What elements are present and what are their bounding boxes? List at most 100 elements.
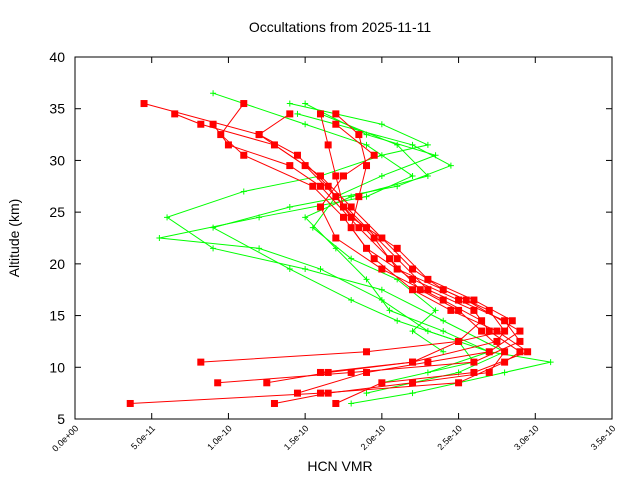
data-point <box>447 306 455 314</box>
data-point <box>501 348 509 356</box>
data-point <box>156 235 163 241</box>
data-point <box>270 141 278 149</box>
series-6 <box>332 110 532 407</box>
series-8 <box>156 90 554 407</box>
data-point <box>432 307 439 314</box>
data-point <box>370 255 378 263</box>
series-12 <box>302 100 447 355</box>
data-point <box>224 141 232 149</box>
series-line <box>211 113 475 384</box>
data-point <box>409 390 416 397</box>
data-point <box>316 203 324 211</box>
data-point <box>455 296 463 304</box>
data-point <box>293 389 301 397</box>
data-point <box>355 193 363 201</box>
data-point <box>409 358 417 366</box>
data-point <box>317 266 324 273</box>
data-point <box>240 100 248 108</box>
y-tick-label: 40 <box>49 49 65 65</box>
data-point <box>485 348 493 356</box>
y-axis-label: Altitude (km) <box>6 199 22 278</box>
series-9 <box>164 100 508 397</box>
x-tick-label: 1.0e-10 <box>205 423 234 452</box>
data-point <box>363 141 370 148</box>
data-point <box>440 328 447 335</box>
data-point <box>316 110 324 118</box>
data-point <box>393 265 401 273</box>
series-line <box>174 113 506 363</box>
data-point <box>493 327 501 335</box>
data-point <box>501 369 508 376</box>
data-point <box>409 379 417 387</box>
data-point <box>370 234 378 242</box>
data-point <box>210 245 217 252</box>
data-point <box>455 306 463 314</box>
data-point <box>363 348 371 356</box>
data-point <box>340 213 347 221</box>
data-point <box>363 368 371 376</box>
data-point <box>348 255 355 262</box>
data-point <box>332 399 340 407</box>
series-group <box>126 90 554 407</box>
data-point <box>485 306 493 314</box>
data-point <box>355 224 363 232</box>
x-tick-label: 5.0e-11 <box>129 423 157 451</box>
data-point <box>324 389 332 397</box>
data-point <box>309 224 316 231</box>
data-point <box>214 379 222 387</box>
data-point <box>347 203 355 211</box>
data-point <box>470 358 478 366</box>
data-point <box>432 152 439 159</box>
data-point <box>462 296 470 304</box>
data-point <box>294 110 301 117</box>
x-tick-label: 3.5e-10 <box>589 423 618 452</box>
data-point <box>447 162 454 169</box>
x-tick-label: 2.0e-10 <box>359 423 388 452</box>
data-point <box>197 120 205 128</box>
data-point <box>470 368 478 376</box>
series-5 <box>293 110 524 397</box>
data-point <box>409 275 417 283</box>
data-point <box>240 151 248 159</box>
series-1 <box>171 110 509 366</box>
data-point <box>209 120 217 128</box>
y-tick-label: 10 <box>49 359 65 375</box>
data-point <box>393 244 401 252</box>
data-point <box>347 368 355 376</box>
data-point <box>316 368 324 376</box>
y-tick-label: 15 <box>49 308 65 324</box>
data-point <box>439 296 447 304</box>
data-point <box>302 214 309 221</box>
data-point <box>332 110 340 118</box>
y-tick-label: 25 <box>49 204 65 220</box>
data-point <box>516 348 524 356</box>
data-point <box>316 172 324 180</box>
data-point <box>302 266 309 273</box>
data-point <box>332 172 340 180</box>
data-point <box>409 141 416 148</box>
data-point <box>316 389 324 397</box>
series-line <box>165 103 506 394</box>
series-2 <box>214 100 524 387</box>
series-3 <box>209 120 509 407</box>
chart-title: Occultations from 2025-11-11 <box>249 19 432 35</box>
data-point <box>493 337 501 345</box>
data-point <box>363 390 370 397</box>
data-point <box>210 90 217 97</box>
data-point <box>348 297 355 304</box>
data-point <box>355 131 363 139</box>
data-point <box>386 307 393 314</box>
series-line <box>304 103 444 353</box>
data-point <box>516 337 524 345</box>
data-point <box>455 379 463 387</box>
data-point <box>508 317 516 325</box>
data-point <box>547 359 554 366</box>
data-point <box>470 296 478 304</box>
y-tick-label: 30 <box>49 152 65 168</box>
data-point <box>378 172 385 179</box>
data-point <box>378 121 385 128</box>
data-point <box>348 193 355 200</box>
data-point <box>409 265 417 273</box>
x-tick-label: 0.0e+00 <box>50 423 80 453</box>
